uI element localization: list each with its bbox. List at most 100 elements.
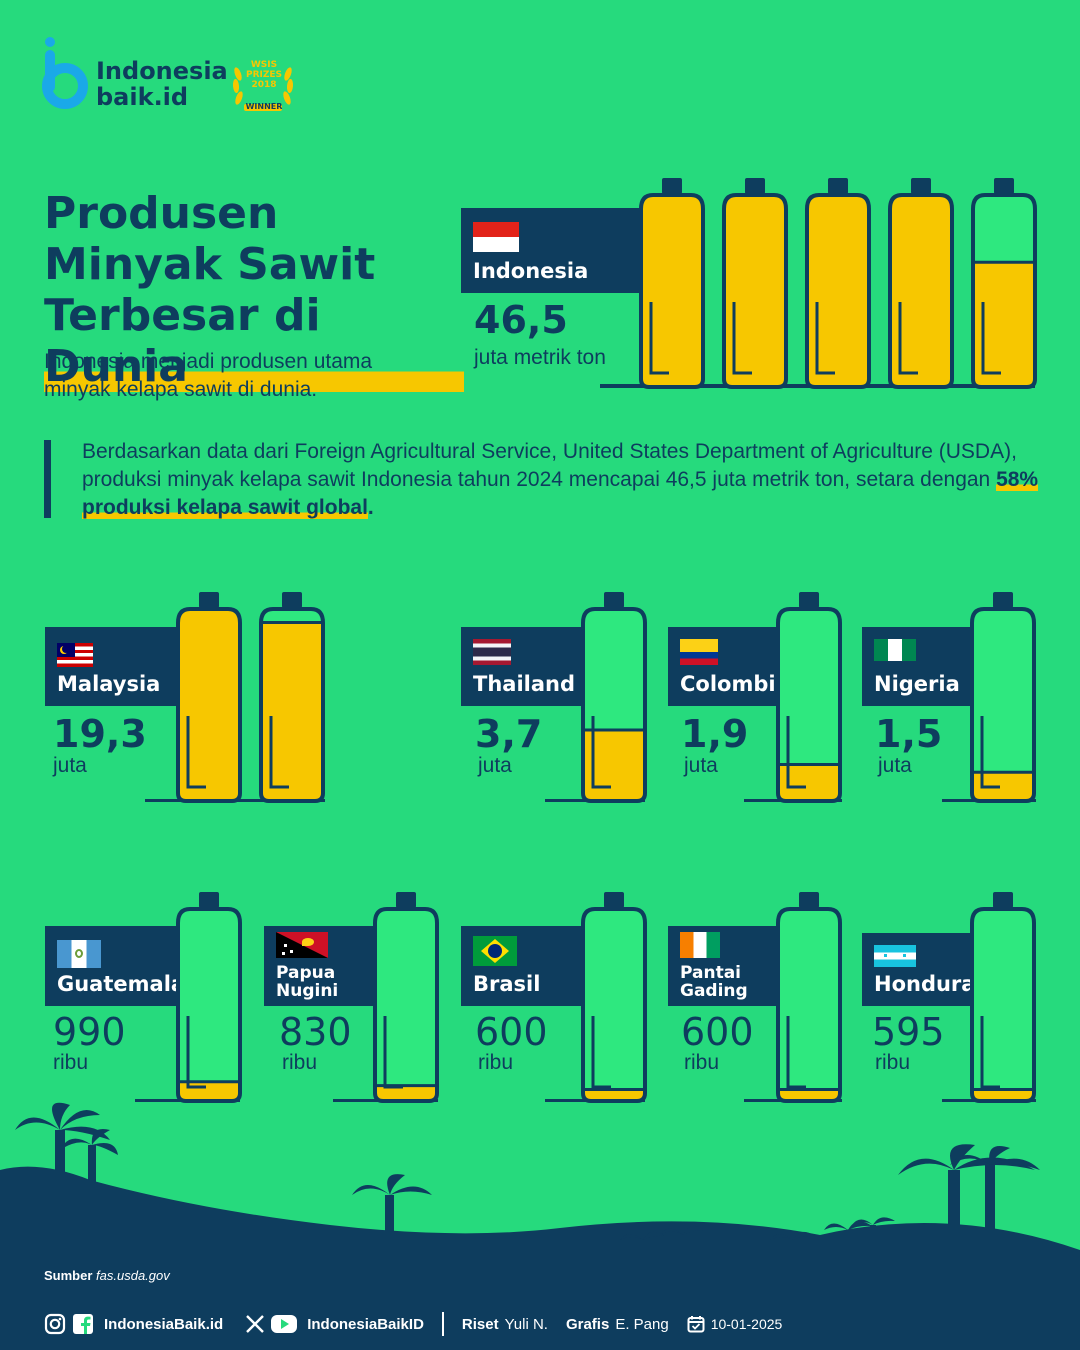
bottle-group <box>970 892 1036 1103</box>
country-name-line1: Papua <box>276 963 336 983</box>
bottle-group <box>581 892 647 1103</box>
instagram-icon[interactable] <box>44 1313 66 1335</box>
unit-nigeria: juta <box>878 754 912 777</box>
value-guatemala: 990 <box>53 1010 126 1054</box>
riset-label: Riset <box>461 1315 499 1333</box>
oil-fill <box>261 622 323 801</box>
country-name: Malaysia <box>57 672 161 696</box>
bottles-honduras <box>970 891 1036 1107</box>
oil-bottle <box>722 178 788 389</box>
bottle-highlight <box>269 716 289 789</box>
bottle-empty <box>583 909 645 1101</box>
value-honduras: 595 <box>872 1010 945 1054</box>
bottle-group <box>176 892 242 1103</box>
flag-indonesia-icon <box>473 222 519 252</box>
flag-cote-divoire-icon <box>680 932 720 958</box>
bottle-cap <box>199 892 219 908</box>
bottle-group <box>776 592 842 803</box>
bottle-cap <box>282 592 302 608</box>
oil-bottle <box>176 592 242 803</box>
bottles-nigeria <box>970 591 1036 807</box>
label-colombia: Colombia <box>668 627 790 706</box>
bottle-highlight <box>186 716 206 789</box>
country-name: Indonesia <box>473 259 589 283</box>
unit-guatemala: ribu <box>53 1051 89 1074</box>
bottle-cap <box>828 178 848 194</box>
description: Berdasarkan data dari Foreign Agricultur… <box>82 438 1052 522</box>
x-icon[interactable] <box>245 1314 265 1334</box>
value-brasil: 600 <box>475 1010 548 1054</box>
bottle-cap <box>199 592 219 608</box>
country-name-line2: Gading <box>680 981 748 1001</box>
bottle-empty <box>375 909 437 1101</box>
bottle-highlight <box>186 1016 206 1089</box>
bottle-outline <box>776 907 842 1103</box>
label-brasil: Brasil <box>461 926 585 1006</box>
unit-papua-nugini: ribu <box>282 1051 318 1074</box>
bottle-outline <box>581 907 647 1103</box>
facebook-icon[interactable] <box>72 1313 94 1335</box>
bottles-pantai-gading <box>776 891 842 1107</box>
bottle-group <box>970 592 1036 803</box>
bottle-cap <box>662 178 682 194</box>
oil-fill <box>972 1089 1034 1101</box>
oil-bottle <box>888 178 954 389</box>
award-line4: WINNER <box>245 102 283 111</box>
country-name: Pantai Gading <box>680 964 748 1000</box>
social-handle-2[interactable]: IndonesiaBaikID <box>307 1315 424 1333</box>
bottle-outline <box>176 907 242 1103</box>
label-guatemala: Guatemala <box>45 926 185 1006</box>
country-name: Thailand <box>473 672 575 696</box>
page-subtitle: Indonesia menjadi produsen utama minyak … <box>44 350 373 401</box>
oil-bottle <box>776 892 842 1103</box>
country-name: Honduras <box>874 972 988 996</box>
calendar-icon <box>687 1316 705 1333</box>
bottle-cap <box>994 178 1014 194</box>
bottle-outline <box>971 193 1037 389</box>
bottle-cap <box>604 892 624 908</box>
description-text: Berdasarkan data dari Foreign Agricultur… <box>82 440 1017 491</box>
bottle-outline <box>776 607 842 803</box>
oil-fill <box>375 1085 437 1101</box>
riset-name: Yuli N. <box>504 1315 548 1333</box>
bottle-highlight <box>815 302 835 375</box>
source-label: Sumber <box>44 1268 93 1283</box>
social-handle-1[interactable]: IndonesiaBaik.id <box>104 1315 224 1333</box>
value-nigeria: 1,5 <box>875 712 943 756</box>
country-name-line2: Nugini <box>276 981 339 1001</box>
grafis-label: Grafis <box>565 1315 610 1333</box>
bottle-highlight <box>649 302 669 375</box>
label-honduras: Honduras <box>862 933 988 1006</box>
bottle-cap <box>993 892 1013 908</box>
bottle-empty <box>178 909 240 1101</box>
bottle-outline <box>581 607 647 803</box>
bottle-highlight <box>591 1016 611 1089</box>
title-line2: Minyak Sawit <box>44 239 376 290</box>
youtube-icon[interactable] <box>271 1314 298 1334</box>
bottle-outline <box>639 193 705 389</box>
oil-fill <box>973 262 1035 387</box>
unit-pantai-gading: ribu <box>684 1051 720 1074</box>
country-name: Colombia <box>680 672 790 696</box>
award-line3: 2018 <box>251 80 277 90</box>
unit-malaysia: juta <box>53 754 87 777</box>
source-value: fas.usda.gov <box>96 1268 170 1283</box>
grafis-name: E. Pang <box>615 1315 669 1333</box>
country-name: Brasil <box>473 972 541 996</box>
bottle-outline <box>970 907 1036 1103</box>
title-line3: Terbesar di Dunia <box>44 290 464 392</box>
oil-fill <box>890 195 952 387</box>
flag-papua-new-guinea-icon <box>276 932 328 958</box>
palm-tree-icon <box>15 1102 1040 1265</box>
flag-brazil-icon <box>473 936 517 966</box>
bottle-cap <box>799 892 819 908</box>
bottle-group <box>373 892 439 1103</box>
bottle-cap <box>604 592 624 608</box>
award-badge: WSIS PRIZES 2018 WINNER <box>240 60 288 112</box>
bottle-highlight <box>383 1016 403 1089</box>
bottle-group <box>639 178 1037 389</box>
bottle-outline <box>176 607 242 803</box>
oil-fill <box>641 195 703 387</box>
bottle-outline <box>970 607 1036 803</box>
value-malaysia: 19,3 <box>53 712 147 756</box>
